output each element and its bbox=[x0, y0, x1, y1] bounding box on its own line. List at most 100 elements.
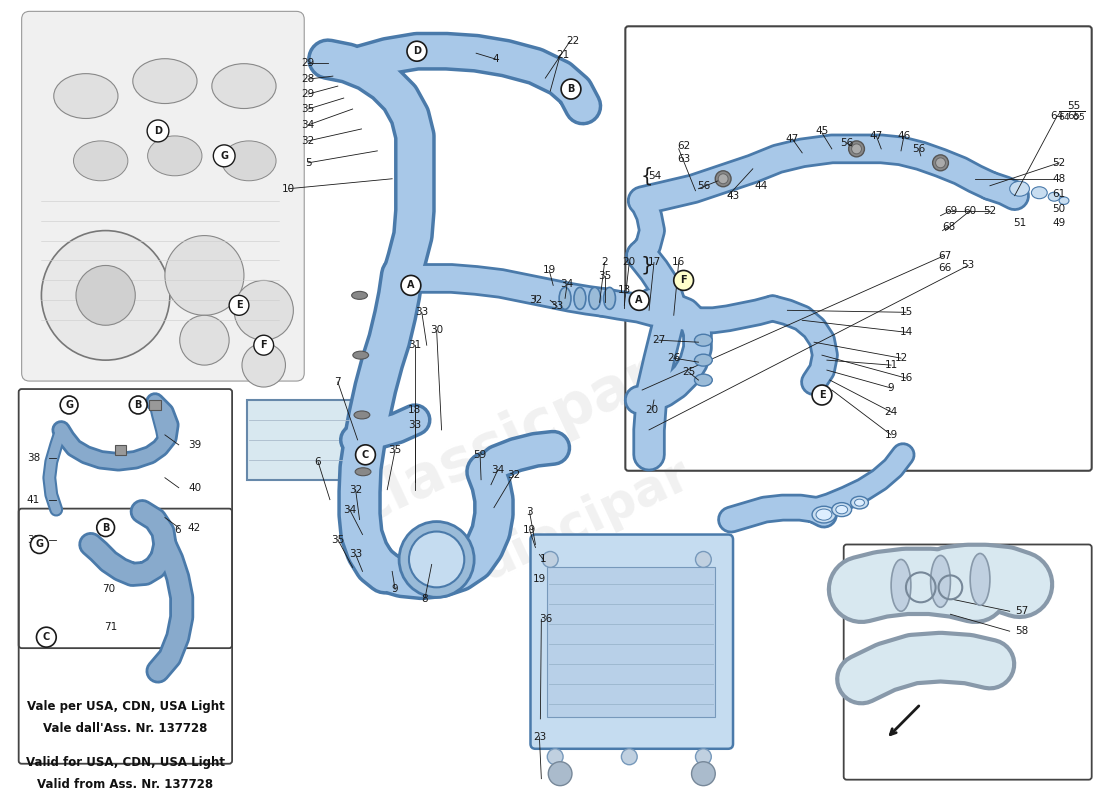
Text: D: D bbox=[412, 46, 421, 56]
Circle shape bbox=[695, 749, 712, 765]
Text: 32: 32 bbox=[301, 136, 315, 146]
Circle shape bbox=[234, 281, 294, 340]
Text: 33: 33 bbox=[415, 307, 428, 318]
Text: 34: 34 bbox=[343, 505, 356, 514]
Text: 13: 13 bbox=[618, 286, 631, 295]
Ellipse shape bbox=[559, 287, 571, 310]
Ellipse shape bbox=[1032, 186, 1047, 198]
Ellipse shape bbox=[816, 509, 832, 520]
Text: 71: 71 bbox=[103, 622, 118, 632]
Text: 66: 66 bbox=[938, 263, 952, 274]
Circle shape bbox=[242, 343, 286, 387]
Text: 48: 48 bbox=[1053, 174, 1066, 184]
Bar bbox=[548, 567, 715, 717]
Text: 9: 9 bbox=[888, 383, 894, 393]
Text: 9: 9 bbox=[392, 584, 398, 594]
Circle shape bbox=[165, 235, 244, 315]
Text: E: E bbox=[818, 390, 825, 400]
Ellipse shape bbox=[1059, 197, 1069, 205]
Circle shape bbox=[355, 445, 375, 465]
Ellipse shape bbox=[212, 64, 276, 109]
Text: B: B bbox=[134, 400, 142, 410]
Circle shape bbox=[409, 531, 464, 587]
Ellipse shape bbox=[588, 287, 601, 310]
Text: 41: 41 bbox=[26, 494, 40, 505]
Text: 26: 26 bbox=[667, 353, 681, 363]
Text: 67: 67 bbox=[938, 250, 952, 261]
Text: diecipar: diecipar bbox=[471, 450, 698, 590]
Circle shape bbox=[31, 535, 48, 554]
Text: 68: 68 bbox=[942, 222, 955, 232]
Text: B: B bbox=[568, 84, 574, 94]
Text: 58: 58 bbox=[1015, 626, 1028, 636]
Circle shape bbox=[60, 396, 78, 414]
Text: 56: 56 bbox=[912, 144, 925, 154]
Text: 46: 46 bbox=[898, 131, 911, 141]
Circle shape bbox=[561, 79, 581, 99]
Text: 35: 35 bbox=[301, 104, 315, 114]
Circle shape bbox=[548, 749, 563, 765]
Ellipse shape bbox=[1010, 182, 1030, 196]
Text: 32: 32 bbox=[349, 485, 362, 494]
Ellipse shape bbox=[836, 506, 848, 514]
Circle shape bbox=[402, 275, 421, 295]
Text: 23: 23 bbox=[532, 732, 546, 742]
Text: 69: 69 bbox=[944, 206, 957, 216]
Circle shape bbox=[674, 270, 693, 290]
Circle shape bbox=[692, 762, 715, 786]
Text: 59: 59 bbox=[473, 450, 486, 460]
Text: 61: 61 bbox=[1053, 189, 1066, 198]
Text: $\overline{64\ 65}$: $\overline{64\ 65}$ bbox=[1058, 109, 1086, 123]
Text: 56: 56 bbox=[840, 138, 854, 148]
Text: 14: 14 bbox=[900, 327, 913, 338]
Circle shape bbox=[851, 144, 861, 154]
Text: 16: 16 bbox=[900, 373, 913, 383]
Text: 7: 7 bbox=[334, 377, 341, 387]
Text: 51: 51 bbox=[1013, 218, 1026, 228]
Text: 49: 49 bbox=[1053, 218, 1066, 228]
Text: 29: 29 bbox=[301, 89, 315, 99]
Ellipse shape bbox=[74, 141, 128, 181]
Text: 42: 42 bbox=[188, 522, 201, 533]
Bar bbox=[150, 400, 161, 410]
Circle shape bbox=[97, 518, 114, 537]
Text: 34: 34 bbox=[560, 279, 574, 290]
Circle shape bbox=[229, 295, 249, 315]
Text: G: G bbox=[65, 400, 73, 410]
Text: 22: 22 bbox=[566, 36, 580, 46]
Text: F: F bbox=[680, 275, 686, 286]
Text: A: A bbox=[407, 280, 415, 290]
Text: D: D bbox=[154, 126, 162, 136]
FancyBboxPatch shape bbox=[22, 11, 305, 381]
Text: 39: 39 bbox=[188, 440, 201, 450]
Ellipse shape bbox=[352, 291, 367, 299]
Text: 45: 45 bbox=[815, 126, 828, 136]
Text: 15: 15 bbox=[900, 307, 913, 318]
Circle shape bbox=[548, 762, 572, 786]
Ellipse shape bbox=[354, 411, 370, 419]
Text: 34: 34 bbox=[492, 465, 505, 474]
Ellipse shape bbox=[970, 554, 990, 606]
Text: 44: 44 bbox=[755, 181, 768, 190]
Ellipse shape bbox=[694, 374, 713, 386]
Ellipse shape bbox=[1048, 192, 1060, 201]
Ellipse shape bbox=[694, 354, 713, 366]
Text: 33: 33 bbox=[408, 420, 421, 430]
Text: 24: 24 bbox=[884, 407, 898, 417]
Text: 50: 50 bbox=[1053, 204, 1066, 214]
Ellipse shape bbox=[855, 499, 865, 506]
Text: E: E bbox=[235, 300, 242, 310]
Text: 2: 2 bbox=[602, 258, 608, 267]
Circle shape bbox=[399, 522, 474, 598]
Text: 3: 3 bbox=[526, 506, 532, 517]
Text: classicpar: classicpar bbox=[345, 345, 667, 535]
Circle shape bbox=[147, 120, 169, 142]
Ellipse shape bbox=[355, 468, 371, 476]
Circle shape bbox=[621, 749, 637, 765]
Text: 19: 19 bbox=[532, 574, 546, 584]
Polygon shape bbox=[246, 400, 355, 480]
Circle shape bbox=[812, 385, 832, 405]
Text: 19: 19 bbox=[542, 266, 556, 275]
Circle shape bbox=[254, 335, 274, 355]
Ellipse shape bbox=[850, 496, 868, 509]
